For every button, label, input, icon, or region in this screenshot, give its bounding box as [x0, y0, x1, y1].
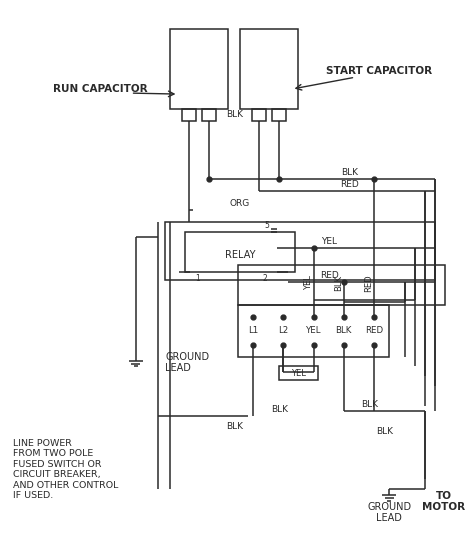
Bar: [272, 109, 286, 121]
Text: YEL: YEL: [321, 237, 337, 246]
Text: 5: 5: [264, 221, 269, 230]
Text: L1: L1: [248, 326, 258, 335]
Text: RED: RED: [365, 326, 383, 335]
Text: BLK: BLK: [361, 400, 378, 409]
Text: RED: RED: [320, 271, 339, 280]
Bar: [238, 305, 389, 357]
Text: TO
MOTOR: TO MOTOR: [422, 490, 465, 512]
Text: LINE POWER
FROM TWO POLE
FUSED SWITCH OR
CIRCUIT BREAKER,
AND OTHER CONTROL
IF U: LINE POWER FROM TWO POLE FUSED SWITCH OR…: [13, 439, 118, 500]
Text: RUN CAPACITOR: RUN CAPACITOR: [54, 84, 148, 94]
Text: GROUND
LEAD: GROUND LEAD: [367, 502, 411, 523]
Text: BLK: BLK: [336, 326, 352, 335]
Bar: [238, 265, 445, 305]
Bar: [165, 222, 435, 280]
Text: BLK: BLK: [341, 168, 358, 177]
Bar: [252, 109, 266, 121]
Text: RED: RED: [340, 180, 359, 189]
Text: ORG: ORG: [230, 199, 250, 208]
Text: YEL: YEL: [306, 326, 321, 335]
Text: 2: 2: [263, 273, 267, 282]
Bar: [182, 109, 196, 121]
Bar: [240, 30, 298, 109]
Bar: [185, 232, 295, 272]
Bar: [279, 367, 318, 381]
Text: RELAY: RELAY: [225, 250, 255, 260]
Text: BLK: BLK: [271, 405, 288, 413]
Text: START CAPACITOR: START CAPACITOR: [326, 66, 432, 76]
Text: RED: RED: [365, 274, 374, 292]
Text: BLK: BLK: [227, 110, 244, 119]
Text: GROUND
LEAD: GROUND LEAD: [165, 352, 210, 373]
Bar: [202, 109, 216, 121]
Text: BLK: BLK: [227, 422, 244, 431]
Text: YEL: YEL: [291, 369, 306, 378]
Text: L2: L2: [278, 326, 289, 335]
Text: 1: 1: [195, 273, 200, 282]
Text: BLK: BLK: [375, 427, 392, 436]
Text: BLK: BLK: [334, 275, 343, 291]
Text: YEL: YEL: [304, 276, 313, 290]
Bar: [170, 30, 228, 109]
